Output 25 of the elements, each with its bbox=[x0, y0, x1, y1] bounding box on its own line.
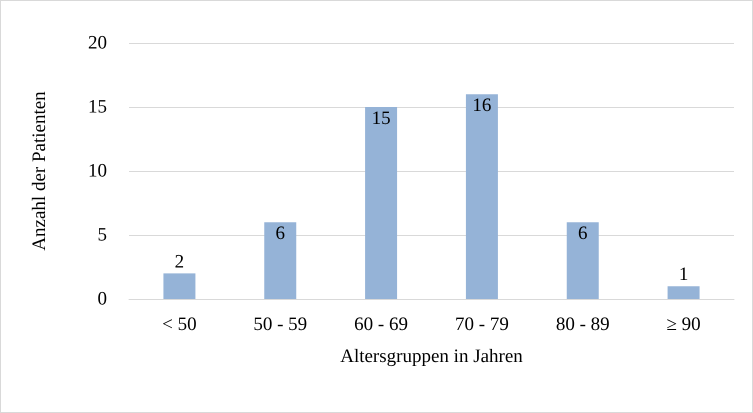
data-label: 16 bbox=[472, 95, 492, 116]
y-tick-label: 0 bbox=[98, 288, 107, 310]
y-tick-label: 10 bbox=[88, 160, 107, 182]
y-tick-label: 20 bbox=[88, 32, 107, 54]
bar bbox=[668, 286, 700, 299]
data-label: 1 bbox=[678, 264, 688, 286]
y-axis-title: Anzahl der Patienten bbox=[29, 90, 50, 251]
x-tick-label: ≥ 90 bbox=[666, 314, 701, 335]
x-tick-label: < 50 bbox=[162, 314, 197, 335]
y-tick-label: 5 bbox=[98, 224, 107, 246]
data-label: 15 bbox=[372, 108, 391, 129]
y-tick-label: 15 bbox=[88, 96, 107, 118]
bar bbox=[264, 222, 296, 299]
x-tick-label: 60 - 69 bbox=[354, 314, 408, 335]
bar bbox=[466, 94, 498, 299]
data-label: 2 bbox=[174, 251, 184, 272]
x-axis-title: Altersgruppen in Jahren bbox=[340, 346, 524, 367]
x-tick-label: 80 - 89 bbox=[556, 314, 610, 335]
x-tick-label: 70 - 79 bbox=[455, 314, 509, 335]
bar bbox=[566, 222, 599, 299]
data-label: 6 bbox=[578, 223, 588, 244]
bar bbox=[365, 107, 398, 299]
x-tick-label: 50 - 59 bbox=[253, 314, 308, 335]
bar bbox=[163, 273, 196, 299]
data-label: 6 bbox=[276, 223, 285, 244]
